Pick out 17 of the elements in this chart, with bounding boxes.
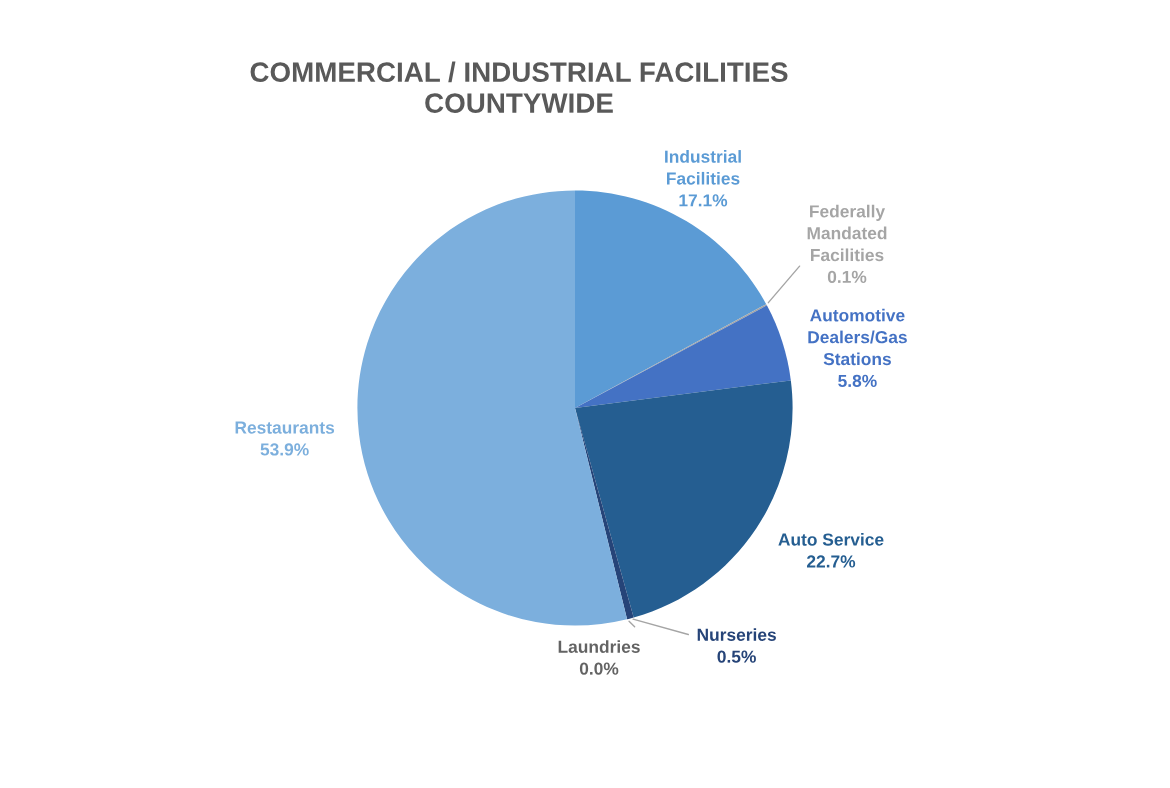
slice-label: Industrial Facilities [665,150,741,185]
slice-label: Automotive Dealers/Gas Stations [808,308,907,366]
data-label: 22.7% [806,555,856,568]
slice-label: Nurseries [697,628,776,641]
text: 0.0% [579,662,619,675]
pie-slice [575,190,767,408]
slice-label: Restaurants [235,421,335,434]
data-label: 0.5% [717,650,756,663]
slice-label: Auto Service [778,532,884,546]
chart-title: COMMERCIAL / INDUSTRIAL FACILITIES COUNTYWIDE [250,61,788,113]
data-label: 0.1% [827,270,867,284]
slice-label: Federally Mandated Facilities [807,204,887,262]
legend-label: Laundries [558,640,640,653]
data-label: 5.8% [838,374,877,388]
data-label: 17.1% [679,194,728,207]
pie-slice [357,190,628,626]
data-label: 53.9% [260,443,309,456]
